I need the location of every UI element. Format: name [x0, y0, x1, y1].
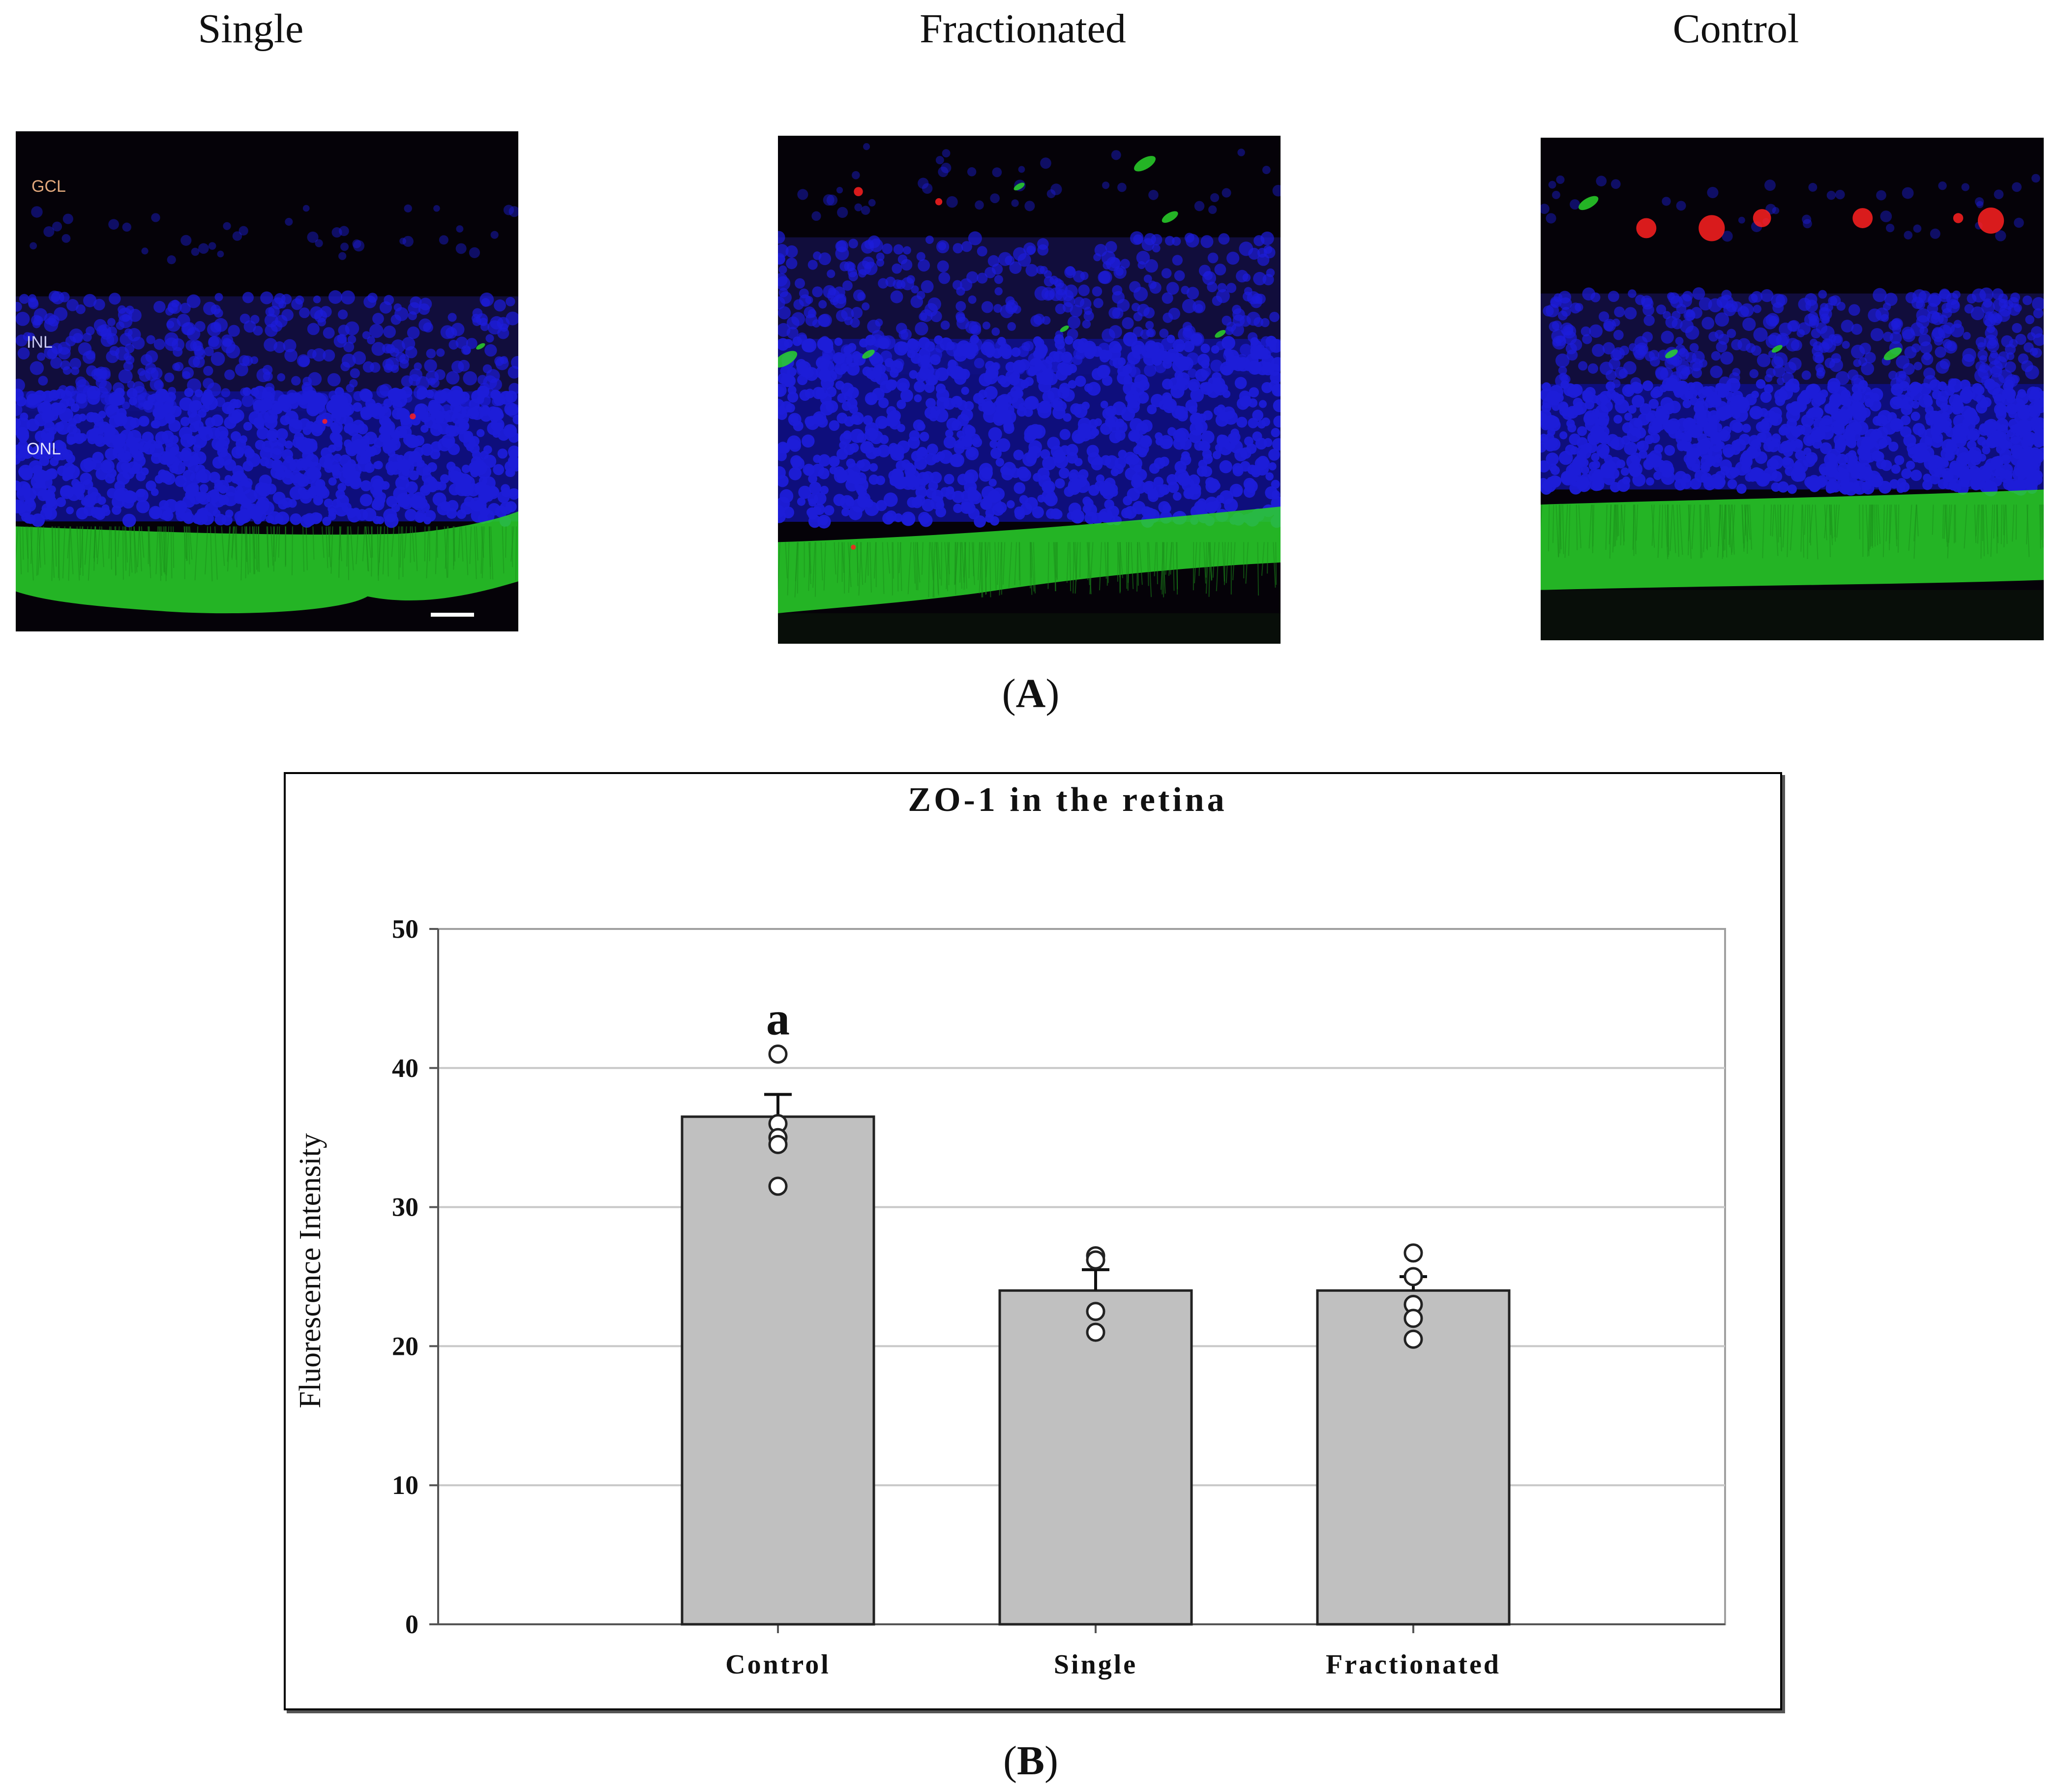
data-point: [1086, 1322, 1105, 1342]
micrograph-single: GCL INL ONL: [16, 131, 518, 631]
data-point: [1403, 1243, 1423, 1263]
data-point: [768, 1135, 788, 1154]
panel-title-single: Single: [198, 6, 304, 52]
panel-letter-a-text: A: [1015, 671, 1046, 717]
y-tick-label: 30: [392, 1193, 418, 1222]
layer-label-onl: ONL: [27, 440, 61, 458]
data-point: [1403, 1267, 1423, 1286]
y-axis-label: Fluorescence Intensity: [294, 1133, 327, 1408]
data-point: [768, 1045, 788, 1064]
tick-labels: 0 10 20 30 40 50 Control Single Fractionated: [392, 914, 1501, 1680]
significance-label: a: [766, 992, 790, 1045]
panel-letter-a-open: (: [1002, 671, 1016, 717]
annotations: a: [766, 992, 790, 1045]
data-points: [768, 1045, 1423, 1349]
y-tick-label: 20: [392, 1331, 418, 1361]
micrograph-control: [1541, 138, 2044, 640]
y-tick-label: 0: [405, 1610, 418, 1639]
data-point: [1403, 1309, 1423, 1328]
data-point: [1086, 1250, 1105, 1270]
y-tick-label: 50: [392, 914, 418, 944]
micrograph-fractionated: [778, 136, 1281, 644]
panel-letter-b: (B): [982, 1737, 1080, 1785]
panel-title-control: Control: [1672, 6, 1799, 52]
scale-bar: [431, 613, 474, 617]
bar-control: [681, 1115, 875, 1626]
chart-frame: ZO-1 in the retina Fluorescence Intensit…: [284, 772, 1782, 1710]
panel-letter-b-close: ): [1044, 1738, 1058, 1784]
bar-single: [998, 1289, 1193, 1626]
y-tick-label: 10: [392, 1470, 418, 1500]
data-point: [768, 1176, 788, 1196]
panel-letter-a-close: ): [1045, 671, 1060, 717]
x-tick-label: Control: [725, 1649, 831, 1680]
panel-title-fractionated: Fractionated: [920, 6, 1126, 52]
layer-label-gcl: GCL: [31, 177, 66, 196]
x-tick-label: Fractionated: [1326, 1649, 1501, 1680]
panel-letter-b-text: B: [1016, 1738, 1045, 1784]
panel-letter-a: (A): [982, 670, 1080, 717]
chart-title: ZO-1 in the retina: [908, 781, 1227, 819]
x-tick-label: Single: [1054, 1649, 1137, 1680]
y-tick-label: 40: [392, 1053, 418, 1083]
bar-chart: ZO-1 in the retina Fluorescence Intensit…: [294, 781, 1726, 1680]
data-point: [1086, 1302, 1105, 1321]
bars: [681, 1115, 1511, 1626]
panel-letter-b-open: (: [1003, 1738, 1017, 1784]
data-point: [1403, 1329, 1423, 1349]
layer-label-inl: INL: [27, 333, 53, 352]
